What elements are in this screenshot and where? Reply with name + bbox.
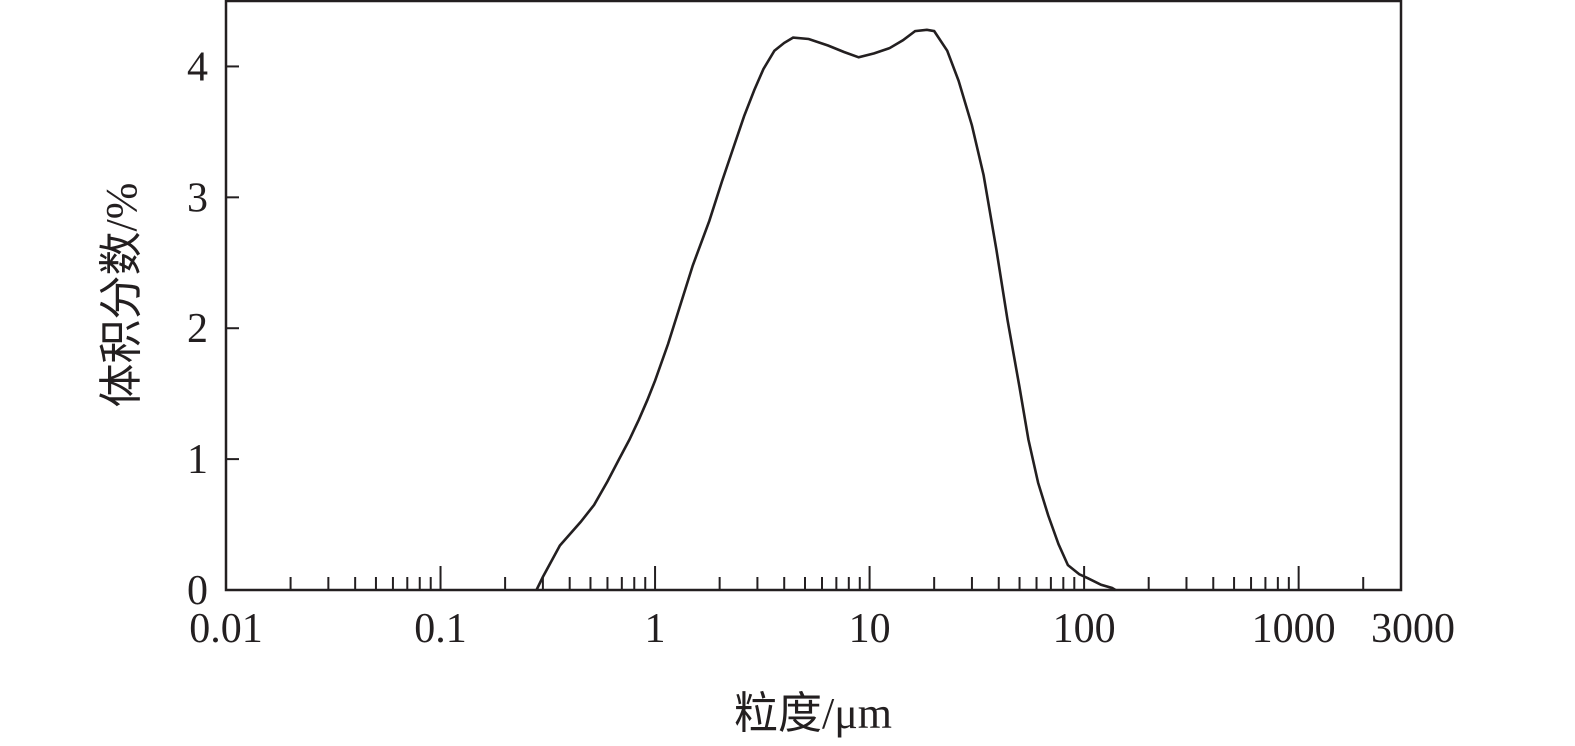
x-tick-label: 1000 [1252, 606, 1336, 652]
y-axis-label: 体积分数/% [97, 183, 146, 408]
x-tick-label: 10 [849, 606, 891, 652]
x-tick-label: 100 [1053, 606, 1116, 652]
y-tick-label: 4 [187, 44, 208, 90]
x-axis-label: 粒度/μm [734, 689, 892, 738]
plot-frame [224, 0, 1403, 592]
x-tick-label: 0.01 [189, 606, 263, 652]
x-tick-label: 1 [645, 606, 666, 652]
y-tick-label: 0 [187, 568, 208, 614]
y-tick-label: 2 [187, 306, 208, 352]
x-tick-label: 0.1 [414, 606, 467, 652]
y-tick-label: 1 [187, 437, 208, 483]
x-tick-label: 3000 [1371, 606, 1455, 652]
distribution-curve [535, 28, 1117, 592]
y-tick-label: 3 [187, 175, 208, 221]
